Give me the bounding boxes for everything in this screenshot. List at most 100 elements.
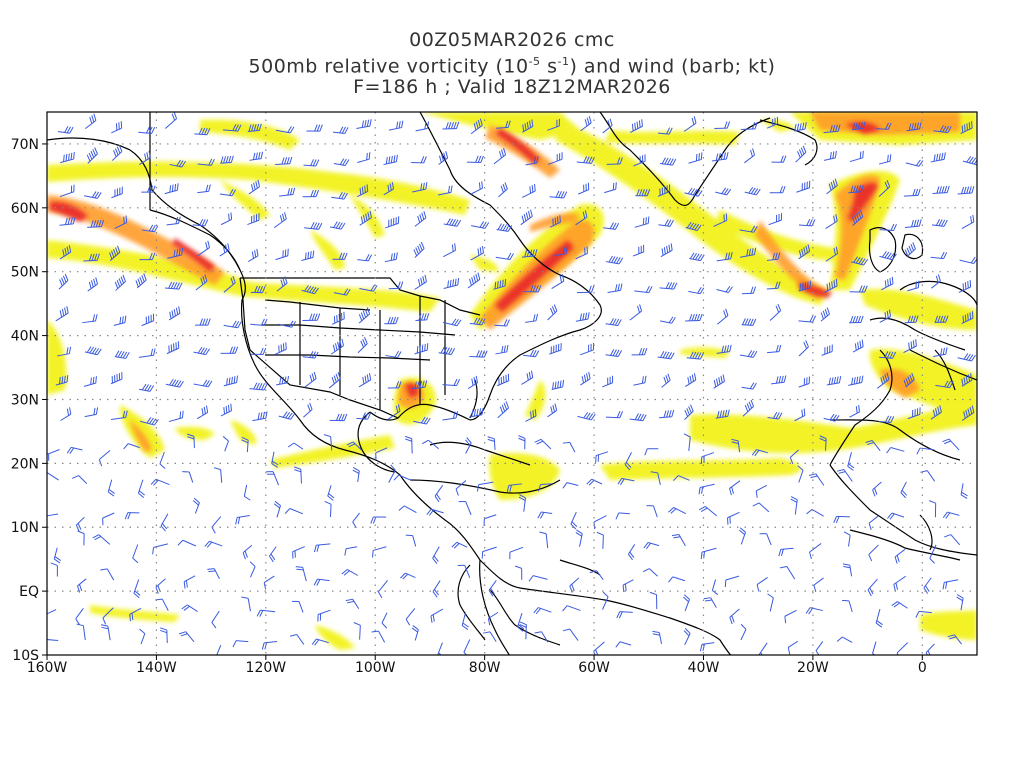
wind-barb [848,184,864,194]
wind-barb [942,579,959,590]
wind-barb [357,152,371,163]
wind-barb [76,623,86,641]
wind-barb [878,415,895,424]
wind-barb [383,154,398,166]
wind-barb [83,253,100,262]
wind-barb [575,529,583,547]
wind-barb [852,339,864,353]
wind-barb [685,373,697,387]
wind-barb [929,544,937,564]
wind-barb [303,159,320,167]
wind-barb [727,511,740,525]
wind-barb [959,256,977,265]
wind-barb [935,380,954,389]
wind-barb [893,575,907,592]
wind-barb [437,185,453,196]
wind-barb [903,188,921,197]
wind-barb [688,152,703,164]
wind-barb [413,241,425,258]
wind-barb [602,375,614,388]
wind-barb [295,566,307,582]
wind-barb [311,638,329,646]
wind-barb [635,189,651,197]
wind-barb [886,447,905,454]
wind-barb [313,543,331,553]
wind-barb [729,608,740,625]
title-line-valid: F=186 h ; Valid 18Z12MAR2026 [353,76,671,99]
wind-barb [849,150,864,163]
wind-barb [496,373,510,387]
wind-barb [904,315,919,324]
wind-barb [385,216,400,229]
wind-barb [388,464,396,483]
wind-barb [683,628,691,646]
wind-barb [575,246,588,260]
wind-barb [329,221,346,230]
wind-barb [223,320,242,329]
wind-barb [851,256,869,266]
wind-barb [933,125,952,134]
wind-barb [789,449,799,465]
wind-barb [247,123,262,132]
wind-barb [661,373,671,388]
wind-barb [868,544,879,562]
wind-barb [302,313,321,322]
wind-barb [820,307,830,322]
wind-barb [273,500,281,518]
wind-barb [751,449,768,457]
wind-barb [551,274,565,289]
wind-barb [517,613,525,632]
wind-barb [47,639,59,642]
wind-barb [755,484,767,498]
wind-barb [346,441,362,451]
wind-barb [607,283,623,293]
wind-barb [843,531,851,547]
wind-barb [806,508,824,517]
wind-barb [487,611,499,626]
wind-barb [744,187,761,196]
wind-barb [798,244,811,260]
wind-barb [658,127,673,135]
wind-barb [740,247,757,258]
wind-barb [634,216,650,228]
wind-barb [377,580,388,599]
wind-barb [958,280,972,293]
wind-barb [102,512,115,526]
axis-labels: 160W 140W 120W 100W 80W 60W 40W 20W 0 70N 60N 50N 40… [11,137,927,676]
wind-barb [518,435,526,450]
wind-barb [287,442,304,450]
wind-barb [107,479,115,497]
wind-barb [166,341,180,355]
wind-barb [387,381,402,389]
wind-barb [519,621,527,640]
wind-barb [797,465,804,483]
wind-barb [900,481,908,499]
wind-barb [644,448,659,456]
wind-barb [961,214,975,230]
wind-barb [275,126,295,134]
wind-barb [102,607,114,625]
wind-barb [716,344,732,354]
wind-barb [643,541,660,550]
wind-barb [570,511,578,530]
wind-barb [632,244,645,257]
wind-barb [823,124,841,134]
wind-barb [303,402,313,418]
wind-barb [849,404,860,418]
wind-barb [524,285,542,293]
wind-barb [711,152,729,162]
wind-barb [731,438,741,453]
wind-barb [766,116,779,129]
lon-tick-label: 140W [136,660,177,676]
wind-barb [865,439,881,452]
wind-barb [795,145,807,163]
wind-barb [766,252,781,261]
wind-barb [580,342,595,356]
wind-barb [169,159,187,168]
wind-barb [87,219,105,228]
wind-barb [685,221,702,232]
wind-barb [194,127,211,136]
wind-barb [698,483,715,495]
wind-barb [405,608,416,626]
wind-barb [387,404,401,420]
